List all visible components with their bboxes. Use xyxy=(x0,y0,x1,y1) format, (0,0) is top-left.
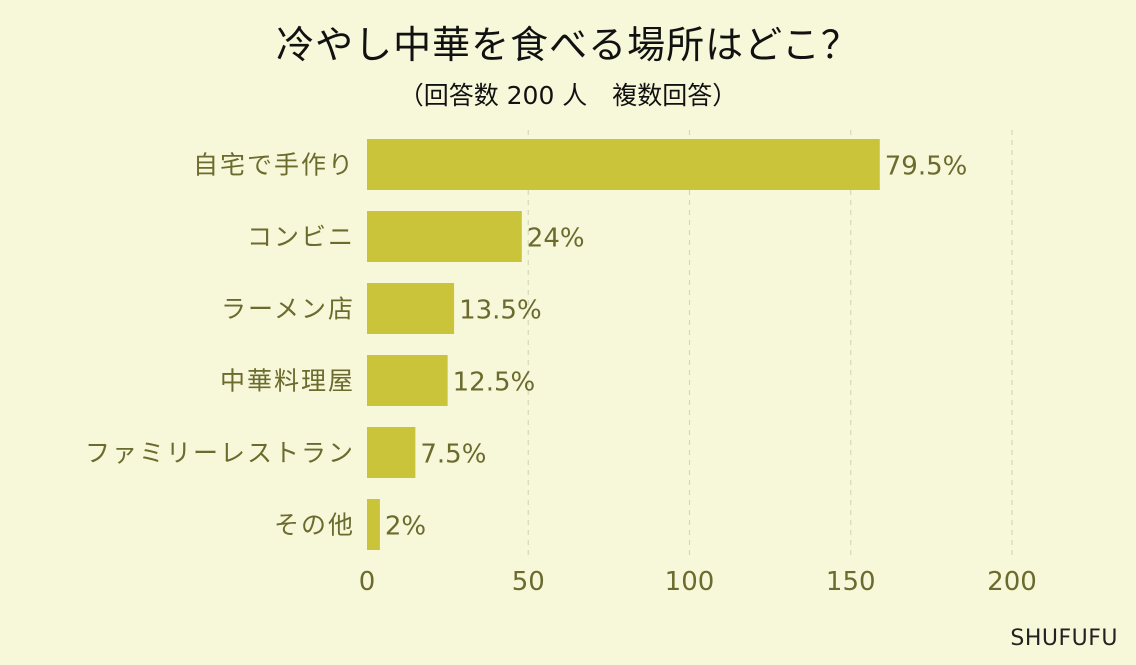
brand-logo: SHUFUFU xyxy=(1010,626,1118,651)
bar xyxy=(367,427,416,478)
bar xyxy=(367,139,880,190)
x-tick-label: 150 xyxy=(826,567,876,597)
category-label: 中華料理屋 xyxy=(220,367,355,396)
bar xyxy=(367,211,522,262)
bar xyxy=(367,355,448,406)
data-label: 12.5% xyxy=(453,368,536,398)
chart-title: 冷やし中華を食べる場所はどこ？ xyxy=(276,23,860,67)
bar xyxy=(367,499,380,550)
bar xyxy=(367,283,455,334)
category-label: ラーメン店 xyxy=(221,295,355,324)
data-label: 79.5% xyxy=(885,152,968,182)
category-label: ファミリーレストラン xyxy=(85,439,355,468)
data-label: 2% xyxy=(385,512,426,542)
category-label: コンビニ xyxy=(247,223,355,252)
x-tick-label: 200 xyxy=(987,567,1037,597)
chart-subtitle: （回答数 200 人 複数回答） xyxy=(398,81,738,110)
data-label: 13.5% xyxy=(459,296,542,326)
x-tick-label: 100 xyxy=(665,567,715,597)
category-label: 自宅で手作り xyxy=(193,151,355,180)
x-tick-label: 50 xyxy=(512,567,545,597)
category-label: その他 xyxy=(274,511,355,540)
x-tick-label: 0 xyxy=(359,567,376,597)
data-label: 7.5% xyxy=(420,440,486,470)
data-label: 24% xyxy=(527,224,585,254)
